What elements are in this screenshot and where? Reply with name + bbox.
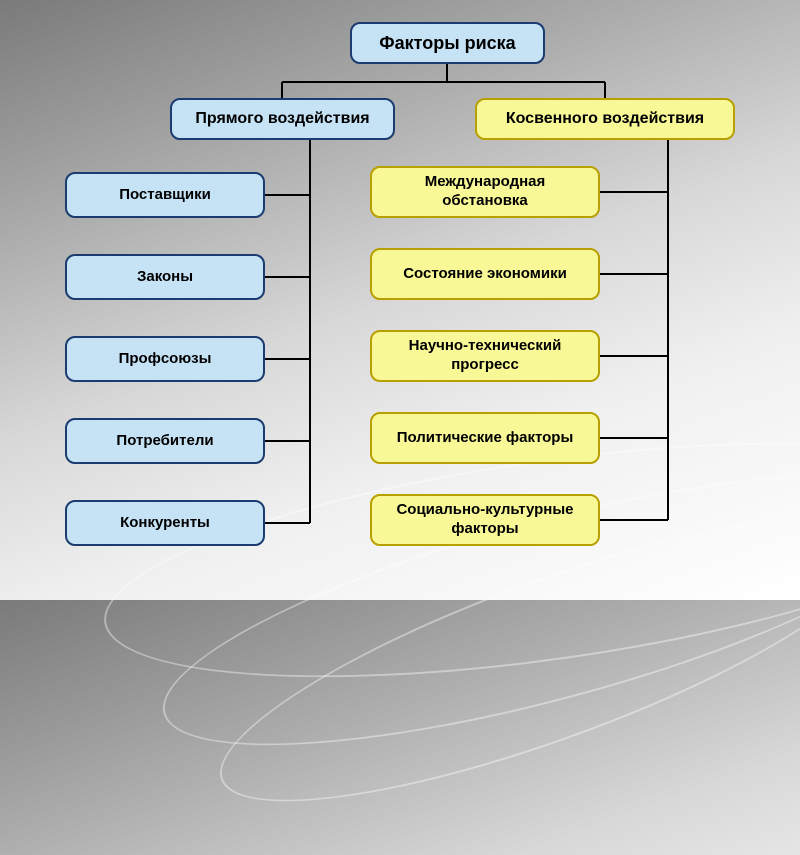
leaf-indirect: Социально-культурные факторы (370, 494, 600, 546)
branch-indirect-label: Косвенного воздействия (506, 109, 704, 129)
leaf-label: Международная обстановка (380, 173, 590, 211)
branch-node-direct: Прямого воздействия (170, 98, 395, 140)
leaf-label: Профсоюзы (119, 350, 212, 369)
branch-node-indirect: Косвенного воздействия (475, 98, 735, 140)
leaf-direct: Потребители (65, 418, 265, 464)
leaf-label: Потребители (116, 432, 213, 451)
branch-direct-label: Прямого воздействия (195, 109, 369, 129)
decorative-swoosh (140, 420, 800, 801)
leaf-indirect: Состояние экономики (370, 248, 600, 300)
leaf-label: Законы (137, 268, 193, 287)
leaf-label: Состояние экономики (403, 265, 567, 284)
leaf-label: Социально-культурные факторы (380, 501, 590, 539)
root-label: Факторы риска (379, 32, 515, 55)
leaf-label: Политические факторы (397, 429, 574, 448)
leaf-label: Конкуренты (120, 514, 210, 533)
leaf-direct: Конкуренты (65, 500, 265, 546)
leaf-direct: Профсоюзы (65, 336, 265, 382)
leaf-label: Научно-технический прогресс (380, 337, 590, 375)
leaf-indirect: Международная обстановка (370, 166, 600, 218)
root-node: Факторы риска (350, 22, 545, 64)
leaf-indirect: Научно-технический прогресс (370, 330, 600, 382)
leaf-indirect: Политические факторы (370, 412, 600, 464)
leaf-label: Поставщики (119, 186, 211, 205)
leaf-direct: Законы (65, 254, 265, 300)
leaf-direct: Поставщики (65, 172, 265, 218)
